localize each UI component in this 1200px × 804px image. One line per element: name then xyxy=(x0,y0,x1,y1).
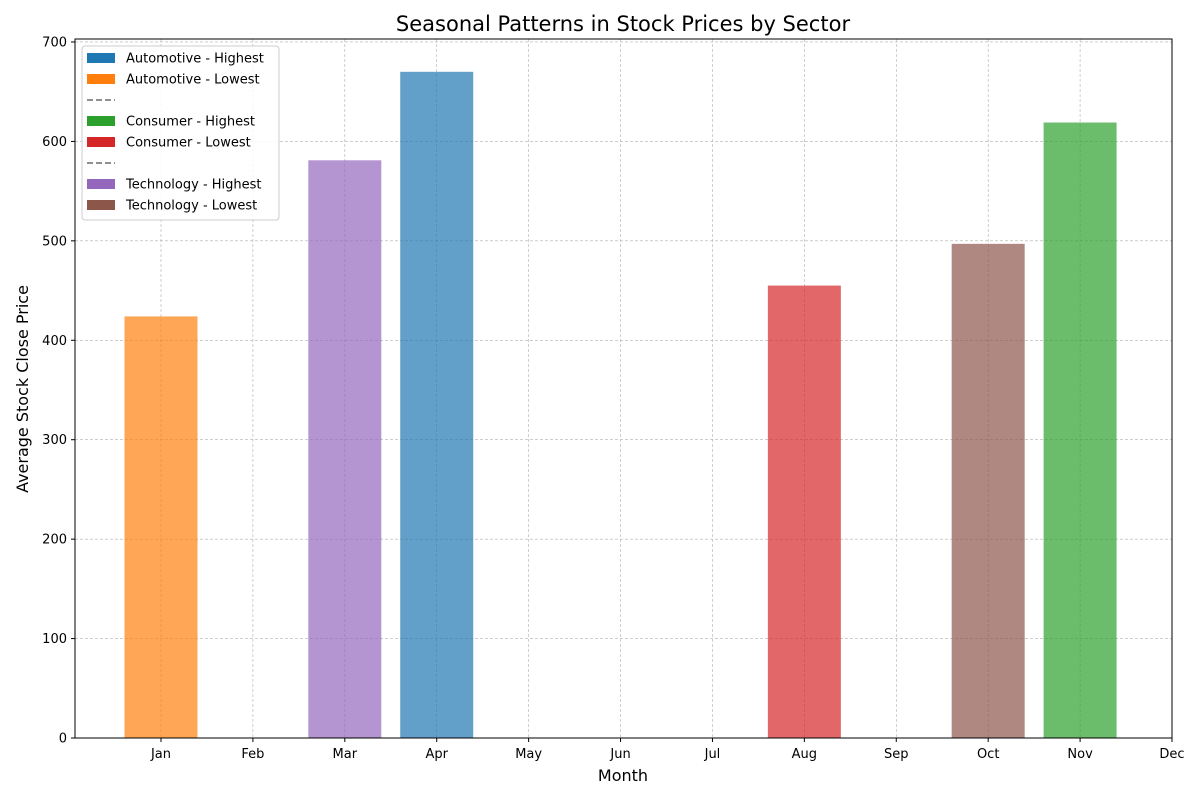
bar-layer xyxy=(124,71,1117,739)
chart-title: Seasonal Patterns in Stock Prices by Sec… xyxy=(396,12,851,36)
legend-swatch xyxy=(87,74,115,84)
x-tick-label: Dec xyxy=(1159,747,1184,762)
x-tick-label: May xyxy=(515,747,542,762)
x-tick-label: Apr xyxy=(425,747,448,762)
legend-label: Automotive - Highest xyxy=(126,52,264,67)
x-tick-label: Sep xyxy=(884,747,909,762)
bar-jan xyxy=(124,316,198,738)
y-tick-label: 600 xyxy=(42,135,67,150)
legend-item: Technology - Highest xyxy=(87,178,262,193)
bar-aug xyxy=(767,285,841,738)
x-tick-label: Nov xyxy=(1067,747,1093,762)
legend-box xyxy=(81,45,280,221)
x-tick-label: Mar xyxy=(333,747,358,762)
bar-mar xyxy=(308,160,382,738)
legend-item: Technology - Lowest xyxy=(87,199,257,214)
y-tick-label: 700 xyxy=(42,35,67,50)
x-tick-label: Jan xyxy=(150,747,171,762)
bar-apr xyxy=(400,71,474,738)
legend-label: Consumer - Lowest xyxy=(126,136,251,151)
legend-item: Automotive - Highest xyxy=(87,52,264,67)
legend-item: Consumer - Lowest xyxy=(87,136,251,151)
legend-swatch xyxy=(87,179,115,189)
legend-swatch xyxy=(87,137,115,147)
tick-layer: 0 100 200 300 400 500 600 700 Jan Feb Mar Apr May Jun… xyxy=(42,35,1184,762)
axes-frame xyxy=(74,38,1173,739)
x-tick-label: Aug xyxy=(792,747,817,762)
bar-nov xyxy=(1043,122,1117,739)
legend-swatch xyxy=(87,116,115,126)
legend-item: Automotive - Lowest xyxy=(87,73,260,88)
legend-swatch xyxy=(87,53,115,63)
y-tick-label: 300 xyxy=(42,433,67,448)
legend-label: Consumer - Highest xyxy=(126,115,255,130)
y-tick-label: 500 xyxy=(42,234,67,249)
bar-oct xyxy=(951,243,1025,738)
legend-swatch xyxy=(87,200,115,210)
y-tick-label: 200 xyxy=(42,533,67,548)
x-axis-label: Month xyxy=(598,766,648,785)
x-tick-label: Feb xyxy=(241,747,264,762)
y-tick-label: 0 xyxy=(59,732,67,747)
y-tick-label: 100 xyxy=(42,632,67,647)
x-tick-label: Jun xyxy=(609,747,630,762)
legend-label: Technology - Highest xyxy=(125,178,262,193)
legend-item: Consumer - Highest xyxy=(87,115,255,130)
legend-label: Automotive - Lowest xyxy=(126,73,260,88)
legend-label: Technology - Lowest xyxy=(125,199,257,214)
legend: Automotive - Highest Automotive - Lowest C… xyxy=(81,45,280,221)
x-tick-label: Jul xyxy=(704,747,721,762)
x-tick-label: Oct xyxy=(977,747,999,762)
y-tick-label: 400 xyxy=(42,334,67,349)
y-axis-label: Average Stock Close Price xyxy=(13,285,32,493)
